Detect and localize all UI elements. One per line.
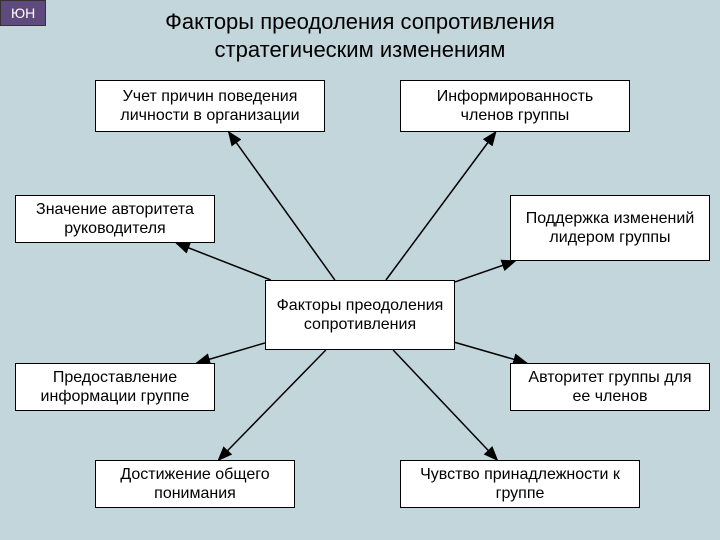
node-bottom-left: Достижение общего понимания [95,460,295,508]
node-top-right: Информированность членов группы [400,80,630,132]
title-line2: стратегическим изменениям [215,37,506,62]
page-title: Факторы преодоления сопротивления страте… [0,8,720,63]
center-node: Факторы преодоления сопротивления [265,280,455,350]
title-line1: Факторы преодоления сопротивления [165,9,555,34]
node-bottom-right: Чувство принадлежности к группе [400,460,640,508]
node-low-right: Авторитет группы для ее членов [510,363,710,411]
node-mid-right: Поддержка изменений лидером группы [510,195,710,261]
node-mid-left: Значение авторитета руководителя [15,195,215,243]
node-low-left: Предоставление информации группе [15,363,215,411]
node-top-left: Учет причин поведения личности в организ… [95,80,325,132]
